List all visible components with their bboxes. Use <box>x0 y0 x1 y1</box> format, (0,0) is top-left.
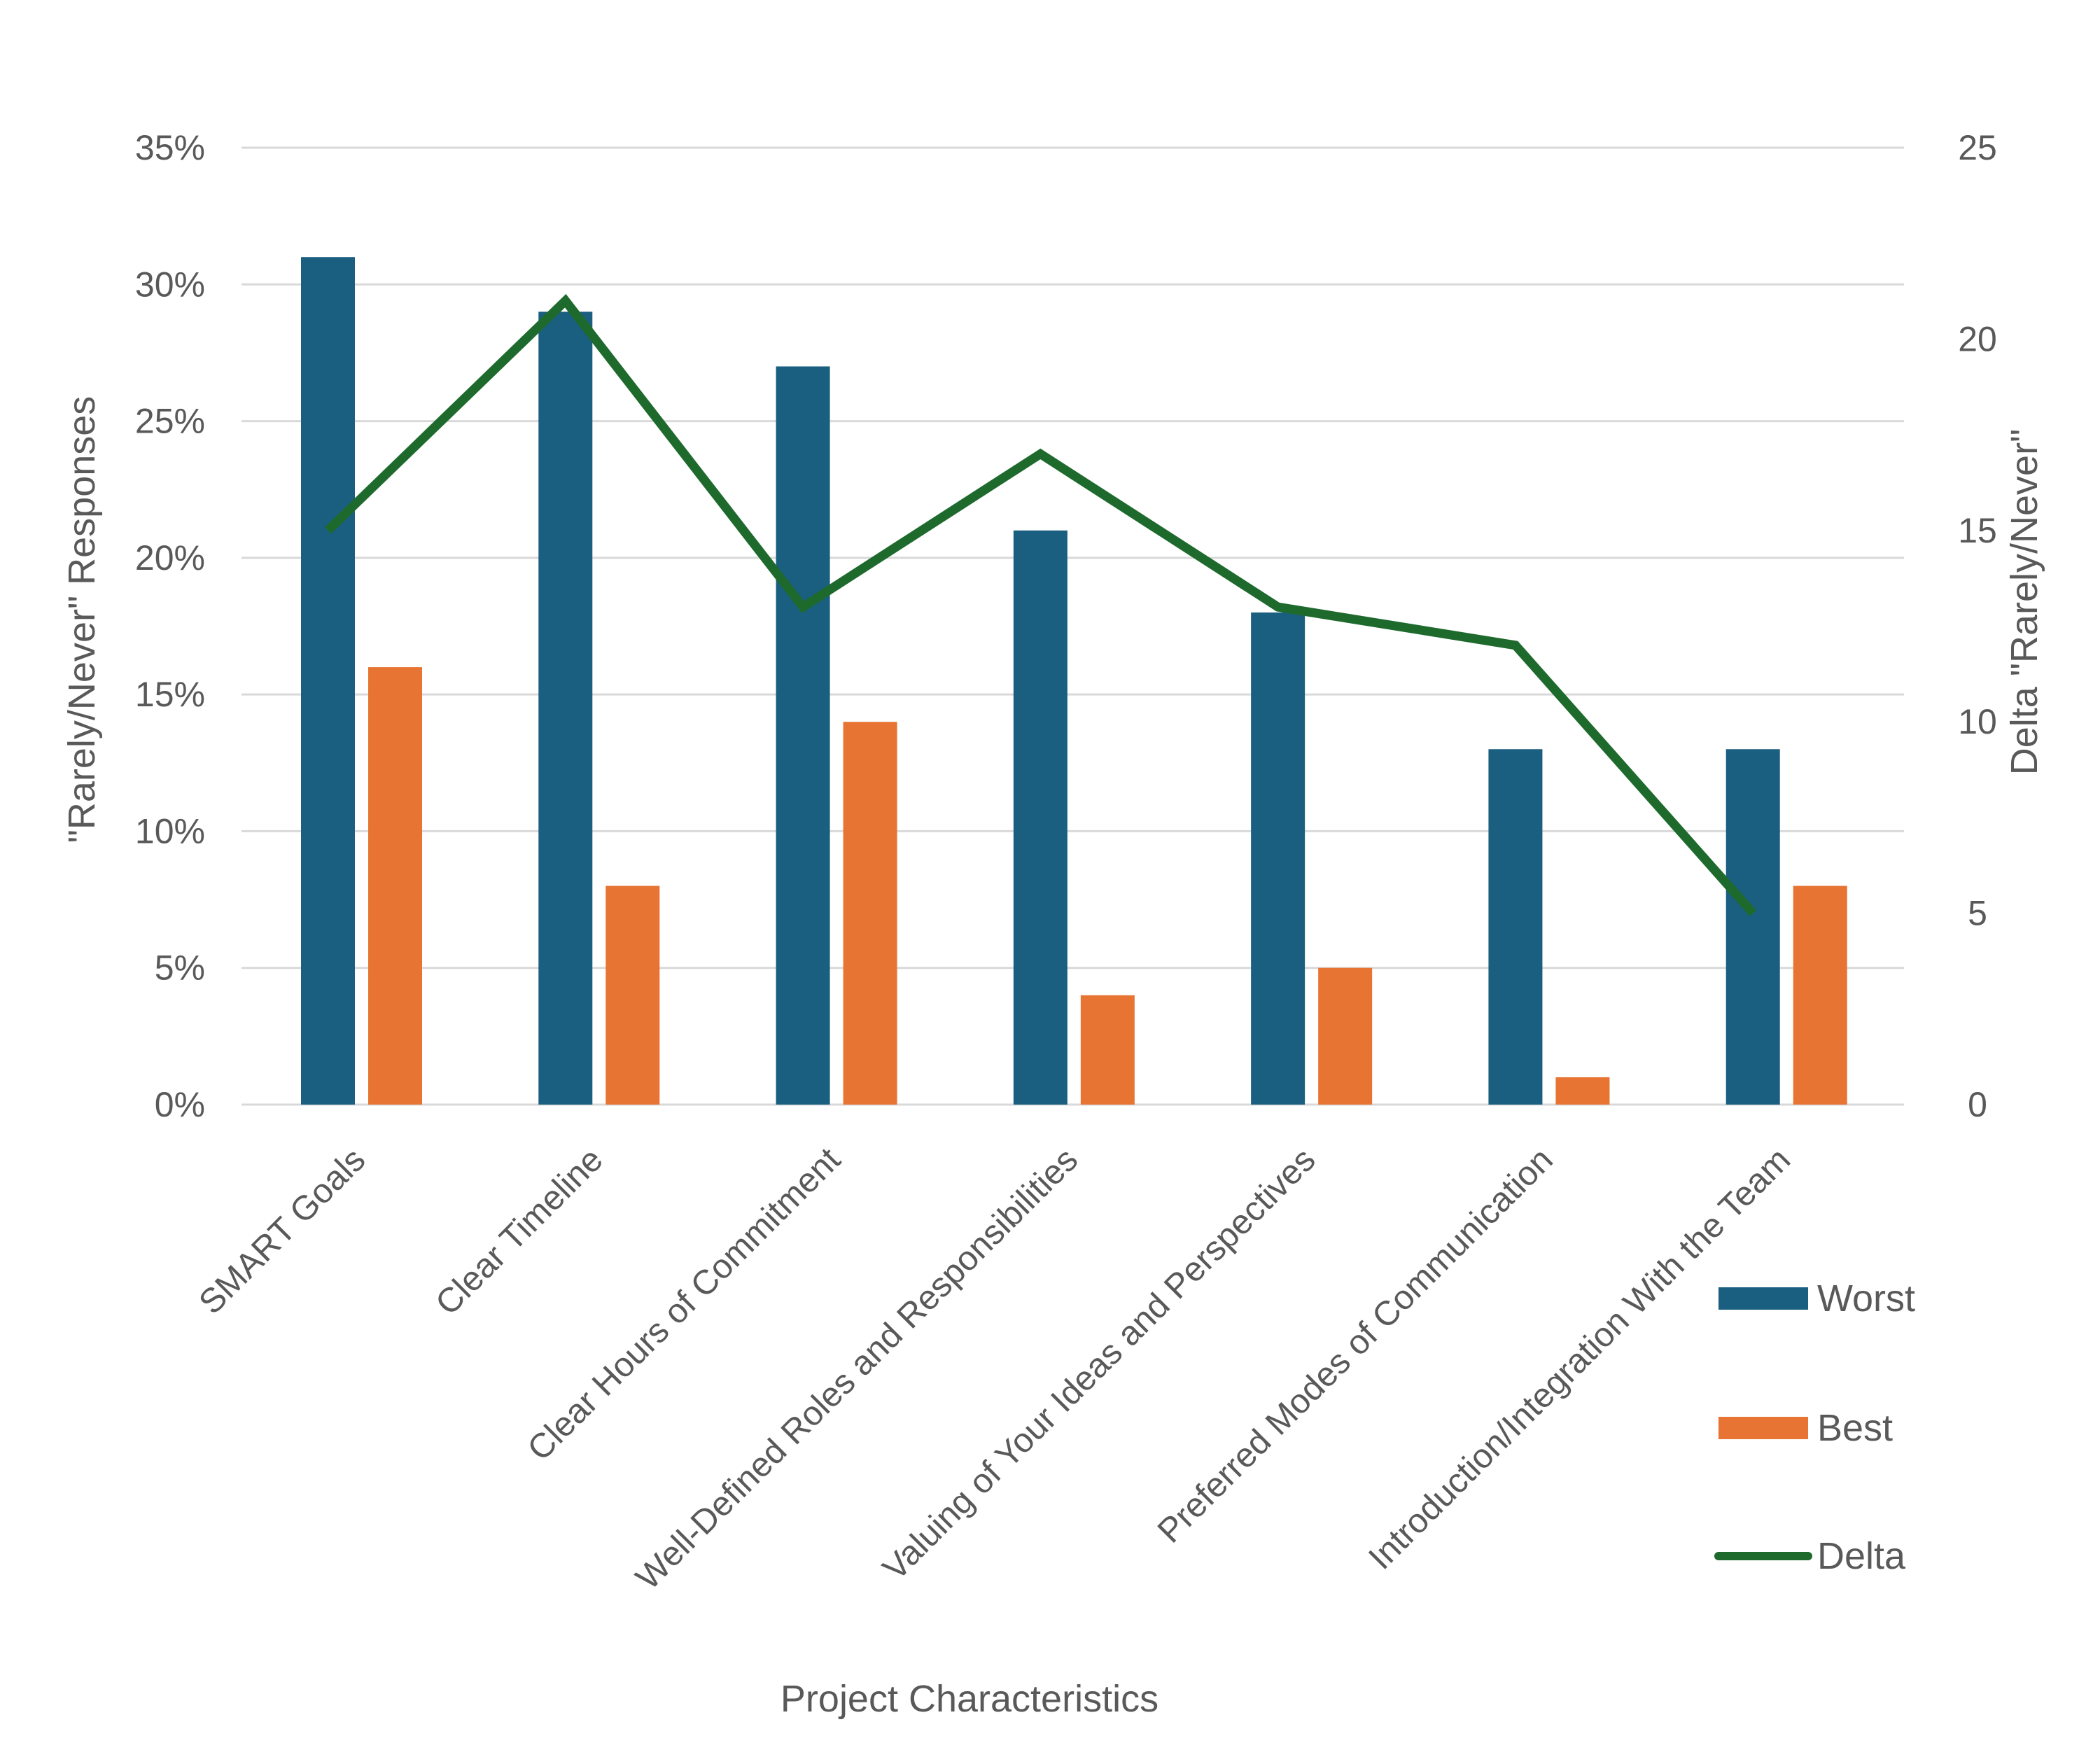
point-delta-smart-goals <box>327 529 329 531</box>
y-tick-label: 20% <box>135 538 205 578</box>
bars <box>301 257 1847 1105</box>
point-delta-preferred-modes-of-communication <box>1514 644 1516 646</box>
legend-item-worst: Worst <box>1718 1278 1915 1320</box>
point-delta-introduction-integration-with-the-team <box>1752 912 1754 914</box>
category-label-valuing-of-your-ideas-and-perspectives: Valuing of Your Ideas and Perspectives <box>876 1141 1323 1588</box>
legend-label-delta: Delta <box>1817 1535 1906 1577</box>
right-axis-ticks: 0 5 10 15 20 25 <box>1958 128 1997 1124</box>
bar-best-clear-timeline <box>606 886 660 1105</box>
y-tick-label: 35% <box>135 128 205 167</box>
bar-worst-preferred-modes-of-communication <box>1488 749 1543 1105</box>
bar-worst-clear-timeline <box>538 312 593 1105</box>
point-delta-well-defined-roles-and-responsibilities <box>1040 453 1042 455</box>
bar-best-introduction-integration-with-the-team <box>1793 886 1847 1105</box>
y-tick-label: 15% <box>135 675 205 714</box>
y-axis-title: "Rarely/Never" Responses <box>61 396 103 844</box>
point-delta-clear-hours-of-commitment <box>802 606 804 608</box>
bar-worst-smart-goals <box>301 257 355 1105</box>
y2-tick-label: 0 <box>1968 1085 1987 1124</box>
bar-best-smart-goals <box>368 667 422 1105</box>
y-tick-label: 30% <box>135 265 205 304</box>
legend: Worst Best Delta <box>1714 1278 1915 1577</box>
y-tick-label: 10% <box>135 811 205 850</box>
bar-worst-clear-hours-of-commitment <box>776 366 830 1105</box>
point-delta-clear-timeline <box>564 300 566 302</box>
legend-swatch-worst <box>1718 1287 1808 1310</box>
bar-worst-valuing-of-your-ideas-and-perspectives <box>1251 612 1306 1105</box>
y2-tick-label: 5 <box>1968 894 1987 933</box>
y-tick-label: 0% <box>155 1085 205 1124</box>
y2-axis-title: Delta "Rarely/Never" <box>2003 429 2045 776</box>
y2-tick-label: 25 <box>1958 128 1997 167</box>
y2-tick-label: 20 <box>1958 319 1997 358</box>
bar-worst-introduction-integration-with-the-team <box>1726 749 1780 1105</box>
legend-item-delta: Delta <box>1714 1535 1906 1577</box>
left-axis-ticks: 0% 5% 10% 15% 20% 25% 30% 35% <box>135 128 205 1124</box>
category-label-preferred-modes-of-communication: Preferred Modes of Communication <box>1151 1141 1560 1550</box>
delta-line-layer <box>324 294 1757 916</box>
y-tick-label: 25% <box>135 402 205 441</box>
legend-label-best: Best <box>1817 1407 1893 1449</box>
point-delta-valuing-of-your-ideas-and-perspectives <box>1277 606 1279 608</box>
x-axis-title: Project Characteristics <box>780 1678 1158 1720</box>
bar-best-valuing-of-your-ideas-and-perspectives <box>1318 967 1373 1105</box>
gridlines <box>241 146 1904 1106</box>
category-label-well-defined-roles-and-responsibilities: Well-Defined Roles and Responsibilities <box>629 1141 1085 1597</box>
bar-best-well-defined-roles-and-responsibilities <box>1080 995 1135 1105</box>
category-label-smart-goals: SMART Goals <box>192 1141 372 1322</box>
category-label-introduction-integration-with-the-team: Introduction/Integration With the Team <box>1362 1141 1798 1577</box>
legend-item-best: Best <box>1718 1407 1893 1449</box>
legend-swatch-best <box>1718 1417 1808 1439</box>
y2-tick-label: 15 <box>1958 511 1997 550</box>
bar-best-clear-hours-of-commitment <box>843 722 897 1105</box>
category-label-clear-timeline: Clear Timeline <box>428 1141 610 1323</box>
legend-label-worst: Worst <box>1817 1278 1915 1320</box>
bar-worst-well-defined-roles-and-responsibilities <box>1013 530 1068 1105</box>
y-tick-label: 5% <box>155 948 205 988</box>
bar-best-preferred-modes-of-communication <box>1555 1077 1610 1105</box>
y2-tick-label: 10 <box>1958 702 1997 741</box>
